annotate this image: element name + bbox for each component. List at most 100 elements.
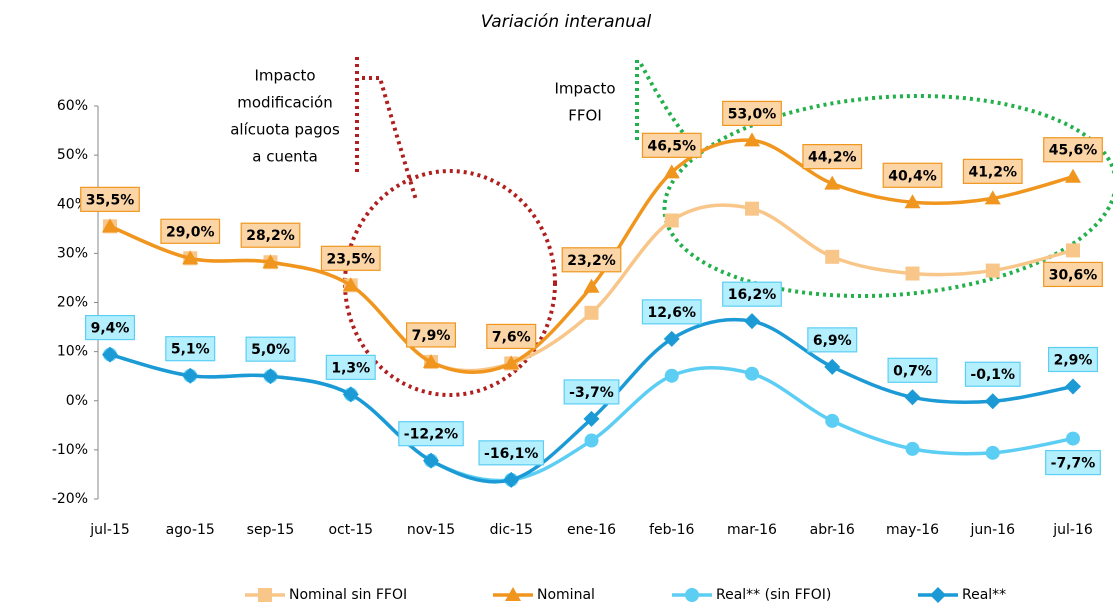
data-label: 29,0% [166,224,215,240]
marker [905,266,920,281]
y-tick-label: 20% [57,295,88,311]
data-label-box [807,327,858,353]
marker [985,445,1000,460]
marker [745,366,759,381]
y-tick-label: 10% [57,344,88,360]
data-label-box [641,132,702,158]
data-label: -3,7% [569,385,614,401]
annotation: alícuota pagos [230,121,340,139]
annotation-pointer [635,60,692,144]
data-label-box [1047,346,1099,373]
data-label-box [165,336,216,362]
y-tick-label: 0% [66,393,88,409]
marker [1066,431,1080,446]
data-label: 5,0% [251,342,290,358]
x-tick-label: jul-15 [89,522,130,538]
marker [744,313,760,330]
y-tick-label: -20% [52,491,88,507]
annotation: Impacto [254,67,315,85]
marker [663,164,680,179]
data-label: 40,4% [888,168,937,184]
data-label-box [1043,137,1103,163]
marker [1065,378,1081,395]
legend-label: Real** [962,587,1006,603]
annotation: Impacto [554,80,615,98]
marker [584,305,599,320]
x-tick-label: may-16 [886,522,939,538]
marker [985,263,1000,278]
data-label: 46,5% [647,138,696,154]
annotation: a cuenta [252,148,318,166]
marker [342,386,359,403]
data-label-box [240,222,301,248]
marker [102,346,118,363]
x-tick-label: jun-16 [969,522,1015,538]
data-label-box [245,336,296,362]
x-tick-label: dic-15 [490,522,533,538]
marker [984,190,1001,205]
data-label: 23,5% [326,251,375,267]
data-label-box [722,100,782,126]
marker [825,249,840,264]
y-tick-label: -10% [52,442,88,458]
legend-label: Real** (sin FFOI) [716,587,831,603]
marker [1065,168,1081,183]
y-tick-label: 30% [57,245,88,261]
data-label: 41,2% [968,164,1017,180]
x-tick-label: sep-15 [247,522,295,538]
data-label: -7,7% [1051,456,1096,472]
marker [904,194,921,209]
marker [583,410,600,427]
marker [663,330,680,347]
marker [1066,243,1080,258]
legend-label: Nominal [537,587,595,603]
data-label: 30,6% [1049,267,1098,283]
x-tick-label: ago-15 [166,522,215,538]
x-tick-label: feb-16 [649,522,694,538]
data-label-box [962,158,1023,184]
data-label-box [964,361,1021,387]
data-label: 16,2% [728,287,777,303]
marker [262,368,279,385]
data-label: -16,1% [484,446,538,462]
data-label-box [802,144,863,170]
marker [745,201,759,216]
x-tick-label: ene-16 [567,522,616,538]
data-label-box [563,379,620,405]
marker [503,355,520,370]
marker [744,132,760,147]
y-tick-label: 50% [57,147,88,163]
data-label: 7,9% [412,328,451,344]
legend-marker [930,587,946,603]
data-label: 5,1% [171,342,210,358]
data-label: 12,6% [647,305,696,321]
data-label-box [320,245,381,271]
marker [904,389,921,406]
x-tick-label: abr-16 [810,522,855,538]
data-label-box [641,299,702,325]
annotation: modificación [237,94,332,112]
data-label: 2,9% [1054,353,1093,369]
data-label: 9,4% [91,321,130,337]
legend-marker [505,587,521,601]
data-label-box [84,314,136,341]
legend-marker [685,588,699,602]
data-label-box [722,281,782,307]
chart-title: Variación interanual [481,12,652,32]
data-label: -12,2% [404,427,458,443]
data-label-box [887,357,938,383]
marker [824,175,841,190]
marker [182,250,199,265]
marker [342,277,359,292]
data-label-box [486,323,537,350]
highlight-ellipse [343,169,557,397]
data-label: -0,1% [970,367,1015,383]
data-label: 44,2% [808,150,857,166]
marker [905,441,920,456]
x-tick-label: mar-16 [727,522,777,538]
data-label: 0,7% [893,363,932,379]
marker [584,433,599,448]
annotation-pointer [355,57,418,201]
marker [262,254,279,269]
